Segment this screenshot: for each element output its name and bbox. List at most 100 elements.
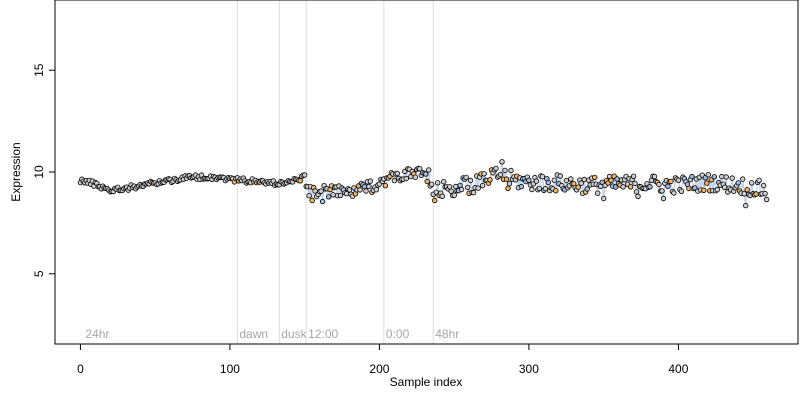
data-point [464,184,471,191]
data-point [705,171,711,178]
data-point [503,176,510,182]
data-point [499,159,505,165]
data-point [526,177,532,183]
data-point [592,174,598,181]
data-point [568,176,574,182]
y-tick-label: 15 [32,63,46,77]
data-point [470,189,477,196]
data-point [447,184,453,190]
data-point [686,185,692,192]
data-point [749,180,755,186]
data-point [325,194,332,200]
data-point [463,174,469,181]
data-point [319,198,326,205]
data-point [318,188,324,194]
data-point [539,173,546,180]
data-point [426,167,432,173]
data-point [578,180,584,186]
data-point [584,186,590,192]
data-point [367,178,374,184]
data-point [659,188,665,194]
phase-marker-layer: 24hr dawn dusk 12:00 0:00 48hr [85,0,459,344]
x-tick-label: 0 [77,362,84,376]
data-point [627,184,634,190]
data-point [762,190,768,197]
x-tick-label: 300 [519,362,539,376]
data-point [297,178,303,184]
data-point [620,184,626,190]
data-point [448,188,454,194]
data-point [391,177,398,184]
data-point [479,182,486,189]
x-tick-label: 200 [369,362,389,376]
data-point [302,172,308,178]
data-point [487,177,493,183]
data-point [346,187,353,193]
data-point [432,197,438,204]
data-point [553,187,559,194]
data-point [542,185,549,192]
data-point [581,176,587,183]
data-point [719,173,725,180]
data-point [366,183,372,190]
phase-marker-label: 0:00 [386,327,410,341]
data-point [357,187,363,193]
data-point [435,180,441,186]
data-point [740,176,746,182]
data-point [394,170,400,177]
data-point [505,185,511,191]
data-point [382,182,389,189]
data-point [678,188,685,194]
phase-marker-label: 24hr [85,327,109,341]
data-point [647,184,653,190]
data-point [760,182,767,189]
data-point [493,165,499,172]
data-point [563,177,569,184]
x-tick-label: 100 [220,362,240,376]
data-point [675,177,682,183]
data-point [722,184,728,190]
data-point [635,193,641,200]
data-point [711,174,717,180]
data-point [692,185,698,191]
x-axis-label: Sample index [390,375,463,389]
data-point [441,178,447,185]
data-point [651,173,658,180]
data-point [423,171,429,177]
data-point [632,180,638,187]
data-point [633,189,640,195]
data-point [458,186,465,193]
data-point [665,183,671,189]
y-axis-label: Expression [9,142,23,201]
data-point [689,173,695,180]
data-point [424,178,430,185]
data-point [502,167,508,174]
data-point [506,180,513,187]
data-point [545,179,551,186]
data-point [557,173,563,179]
data-point [668,178,674,185]
x-axis: 0 100 200 300 400 [77,344,689,376]
y-tick-label: 10 [32,165,46,179]
data-point [330,192,336,198]
data-point [735,180,741,186]
data-point [403,175,409,182]
data-point [417,166,423,172]
data-point [481,171,487,177]
data-point [518,183,525,190]
data-point [608,177,614,183]
data-point [704,180,710,186]
data-point [429,181,435,187]
data-point [729,175,735,181]
data-point [756,177,762,183]
data-point [475,185,481,191]
data-point [612,184,619,190]
data-point [743,202,749,209]
data-point [723,174,729,180]
data-point [536,185,543,192]
data-point [363,188,369,194]
data-point [529,186,535,193]
data-point [551,177,557,183]
